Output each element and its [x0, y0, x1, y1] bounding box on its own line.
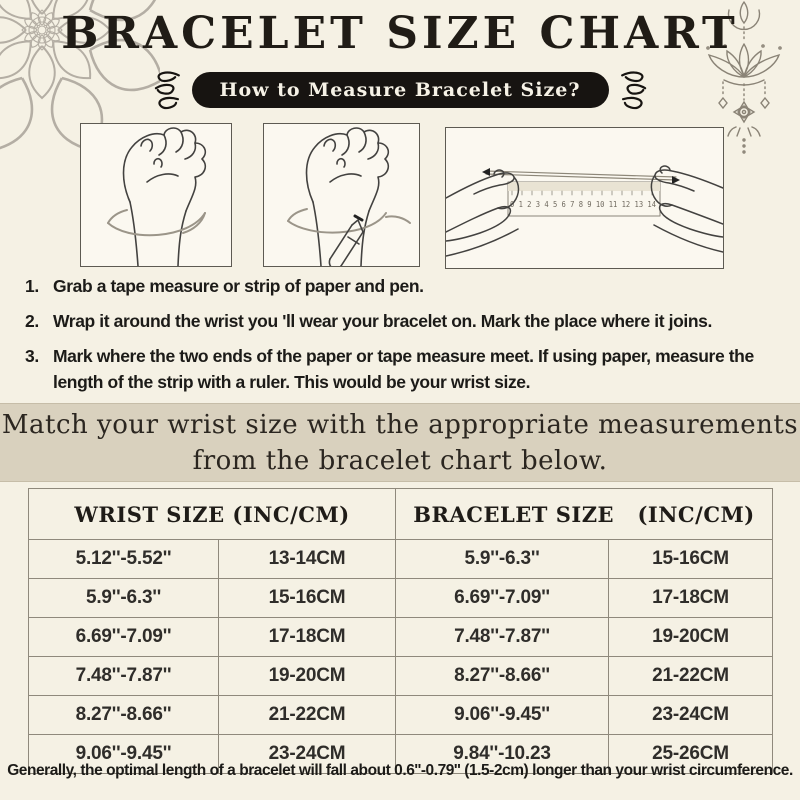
table-row: 5.9''-6.3'' 15-16CM 6.69''-7.09'' 17-18C… [28, 578, 774, 618]
bracelet-cm: 23-24CM [607, 695, 774, 735]
step2-mark-with-pen-illustration [263, 123, 420, 267]
bracelet-cm: 21-22CM [607, 656, 774, 696]
ruler-scale-numbers: 0 1 2 3 4 5 6 7 8 9 10 11 12 13 14 [510, 200, 656, 209]
table-row: 6.69''-7.09'' 17-18CM 7.48''-7.87'' 19-2… [28, 617, 774, 657]
hanging-lotus-ornament-icon [706, 1, 782, 154]
size-chart-table: WRIST SIZE (INC/CM) BRACELET SIZE (INC/C… [28, 488, 774, 774]
bracelet-cm: 15-16CM [607, 539, 774, 579]
pen-icon [328, 214, 364, 266]
table-row: 9.06''-9.45'' 23-24CM 9.84''-10.23 25-26… [28, 734, 774, 774]
instruction-number: 3. [25, 346, 39, 366]
wrist-inches: 6.69''-7.09'' [28, 617, 219, 657]
bracelet-inches: 7.48''-7.87'' [395, 617, 609, 657]
instruction-number: 2. [25, 311, 39, 331]
bracelet-cm: 17-18CM [607, 578, 774, 618]
flourish-left-icon [150, 68, 182, 112]
bracelet-cm: 19-20CM [607, 617, 774, 657]
instruction-text: Grab a tape measure or strip of paper an… [53, 276, 424, 296]
instruction-text: Wrap it around the wrist you 'll wear yo… [53, 311, 712, 331]
instruction-text: Mark where the two ends of the paper or … [53, 346, 754, 392]
step1-wrap-tape-illustration [80, 123, 232, 267]
wrist-cm: 15-16CM [218, 578, 396, 618]
fist-tape-icon [107, 127, 207, 266]
flourish-right-icon [619, 68, 651, 112]
table-header-row: WRIST SIZE (INC/CM) BRACELET SIZE (INC/C… [28, 488, 774, 540]
table-row: 7.48''-7.87'' 19-20CM 8.27''-8.66'' 21-2… [28, 656, 774, 696]
ribbon-row: How to Measure Bracelet Size? [0, 70, 800, 110]
bracelet-inches: 8.27''-8.66'' [395, 656, 609, 696]
ribbon-heading: How to Measure Bracelet Size? [191, 72, 609, 108]
wrist-cm: 13-14CM [218, 539, 396, 579]
instruction-item-1: 1. Grab a tape measure or strip of paper… [25, 273, 785, 299]
bracelet-cm: 25-26CM [607, 734, 774, 774]
wrist-inches: 5.9''-6.3'' [28, 578, 219, 618]
wrist-size-header: WRIST SIZE (INC/CM) [28, 488, 396, 540]
page-title: BRACELET SIZE CHART [61, 8, 739, 59]
wrist-cm: 17-18CM [218, 617, 396, 657]
table-row: 5.12''-5.52'' 13-14CM 5.9''-6.3'' 15-16C… [28, 539, 774, 579]
wrist-cm: 19-20CM [218, 656, 396, 696]
banner-line-2: from the bracelet chart below. [192, 445, 608, 476]
footer-note: Generally, the optimal length of a brace… [7, 762, 793, 779]
mandala-flower-icon [0, 0, 160, 161]
bracelet-inches: 9.06''-9.45'' [395, 695, 609, 735]
ruler-icon: 0 1 2 3 4 5 6 7 8 9 10 11 12 13 14 [507, 181, 661, 217]
banner-line-1: Match your wrist size with the appropria… [1, 409, 799, 440]
fist-pen-icon [287, 127, 411, 266]
instruction-number: 1. [25, 276, 39, 296]
instruction-list: 1. Grab a tape measure or strip of paper… [25, 273, 785, 404]
wrist-cm: 21-22CM [218, 695, 396, 735]
hands-ruler-icon: 0 1 2 3 4 5 6 7 8 9 10 11 12 13 14 [446, 165, 723, 257]
bracelet-inches: 9.84''-10.23 [395, 734, 609, 774]
instruction-item-3: 3. Mark where the two ends of the paper … [25, 343, 785, 395]
wrist-inches: 5.12''-5.52'' [28, 539, 219, 579]
bracelet-inches: 6.69''-7.09'' [395, 578, 609, 618]
step3-measure-ruler-illustration: 0 1 2 3 4 5 6 7 8 9 10 11 12 13 14 [445, 127, 724, 269]
bracelet-size-header: BRACELET SIZE (INC/CM) [394, 488, 774, 540]
match-size-banner: Match your wrist size with the appropria… [0, 403, 800, 482]
wrist-inches: 8.27''-8.66'' [28, 695, 219, 735]
instruction-item-2: 2. Wrap it around the wrist you 'll wear… [25, 308, 785, 334]
table-row: 8.27''-8.66'' 21-22CM 9.06''-9.45'' 23-2… [28, 695, 774, 735]
wrist-inches: 7.48''-7.87'' [28, 656, 219, 696]
bracelet-inches: 5.9''-6.3'' [395, 539, 609, 579]
